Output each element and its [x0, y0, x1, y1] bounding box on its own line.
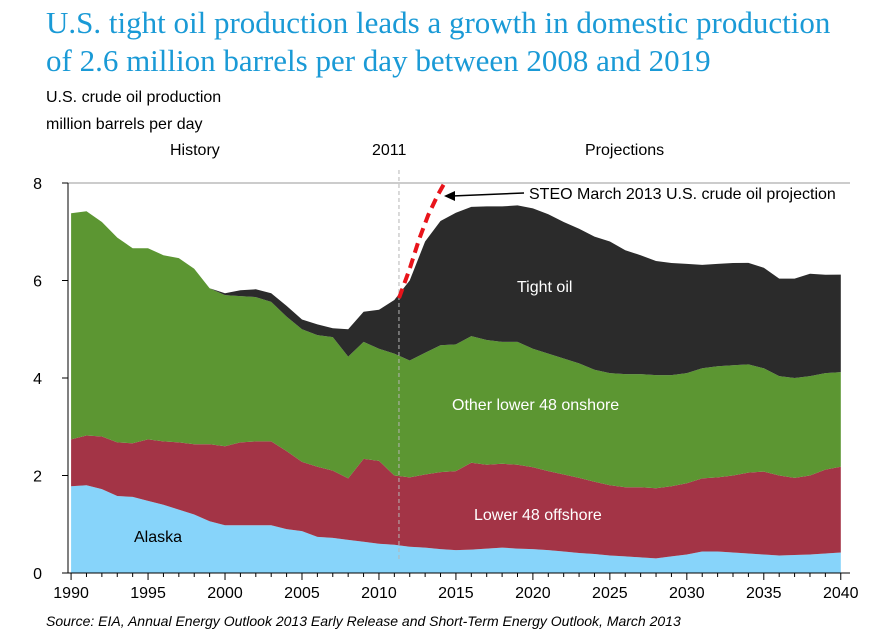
steo-projection-label: STEO March 2013 U.S. crude oil projectio…: [529, 186, 836, 203]
x-tick-label-2030: 2030: [669, 585, 705, 602]
y-axis-label: U.S. crude oil production: [46, 89, 222, 106]
x-tick-label-2010: 2010: [361, 585, 397, 602]
x-tick-label-2020: 2020: [515, 585, 551, 602]
y-tick-label-6: 6: [33, 274, 42, 291]
tight-oil-area: [71, 205, 841, 378]
x-tick-label-2035: 2035: [746, 585, 782, 602]
x-tick-label-1995: 1995: [130, 585, 166, 602]
other-lower48-onshore-area: [71, 211, 841, 489]
y-tick-label-8: 8: [33, 176, 42, 193]
x-tick-label-2015: 2015: [438, 585, 474, 602]
y-tick-label-4: 4: [33, 371, 42, 388]
lower48-offshore-label: Lower 48 offshore: [474, 507, 602, 524]
chart-title-line-1: U.S. tight oil production leads a growth…: [46, 5, 831, 40]
steo-arrow-head: [444, 191, 455, 201]
x-tick-label-2000: 2000: [207, 585, 243, 602]
lower48-offshore-area: [71, 435, 841, 559]
x-tick-label-2025: 2025: [592, 585, 628, 602]
alaska-label: Alaska: [134, 529, 182, 546]
projections-label: Projections: [585, 142, 665, 159]
source-note: Source: EIA, Annual Energy Outlook 2013 …: [46, 613, 681, 629]
other-lower48-onshore-label: Other lower 48 onshore: [452, 397, 619, 414]
x-tick-label-1990: 1990: [53, 585, 89, 602]
chart-title-line-2: of 2.6 million barrels per day between 2…: [46, 43, 711, 78]
tight-oil-label: Tight oil: [517, 279, 572, 296]
alaska-area: [71, 485, 841, 573]
y-tick-label-0: 0: [33, 566, 42, 583]
chart-title: U.S. tight oil production leads a growth…: [46, 4, 891, 80]
steo-projection-line: [397, 181, 447, 299]
y-axis-unit: million barrels per day: [46, 116, 203, 133]
history-label: History: [170, 142, 220, 159]
x-tick-label-2040: 2040: [823, 585, 859, 602]
x-tick-label-2005: 2005: [284, 585, 320, 602]
y-tick-label-2: 2: [33, 469, 42, 486]
steo-arrow-line: [451, 192, 525, 197]
divider-year-label: 2011: [372, 142, 407, 159]
